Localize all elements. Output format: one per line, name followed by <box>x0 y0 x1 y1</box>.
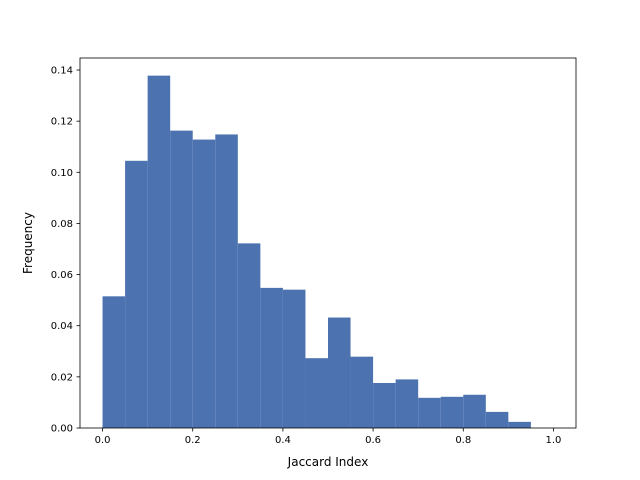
bar <box>418 397 441 428</box>
x-tick-label: 0.6 <box>365 435 381 446</box>
bar <box>395 379 419 428</box>
bar <box>485 411 509 428</box>
x-tick-label: 1.0 <box>546 435 562 446</box>
y-tick-label: 0.08 <box>51 219 73 230</box>
bar <box>147 75 171 428</box>
x-tick-label: 0.0 <box>95 435 111 446</box>
bar <box>102 296 126 428</box>
x-tick-label: 0.4 <box>275 435 291 446</box>
y-axis-label: Frequency <box>21 212 35 274</box>
bar <box>350 356 374 428</box>
bar <box>125 160 148 428</box>
bar <box>305 358 328 428</box>
x-tick-label: 0.8 <box>455 435 471 446</box>
bar <box>192 139 216 428</box>
y-tick-label: 0.04 <box>51 321 73 332</box>
bar <box>170 130 193 429</box>
bar <box>508 421 531 428</box>
bar <box>440 396 464 428</box>
bar <box>328 317 351 428</box>
plot-frame <box>79 57 577 429</box>
x-axis-label: Jaccard Index <box>287 455 369 469</box>
y-tick-label: 0.12 <box>51 117 73 128</box>
y-tick-label: 0.14 <box>51 66 73 77</box>
bar <box>373 382 396 428</box>
y-tick-label: 0.00 <box>51 424 73 435</box>
bar <box>215 134 238 429</box>
y-tick-label: 0.02 <box>51 372 73 383</box>
bar <box>237 243 261 428</box>
bar <box>463 394 486 428</box>
x-tick-label: 0.2 <box>185 435 201 446</box>
y-tick-label: 0.10 <box>51 168 73 179</box>
bar <box>282 289 306 428</box>
bar <box>260 287 283 428</box>
y-tick-label: 0.06 <box>51 270 73 281</box>
